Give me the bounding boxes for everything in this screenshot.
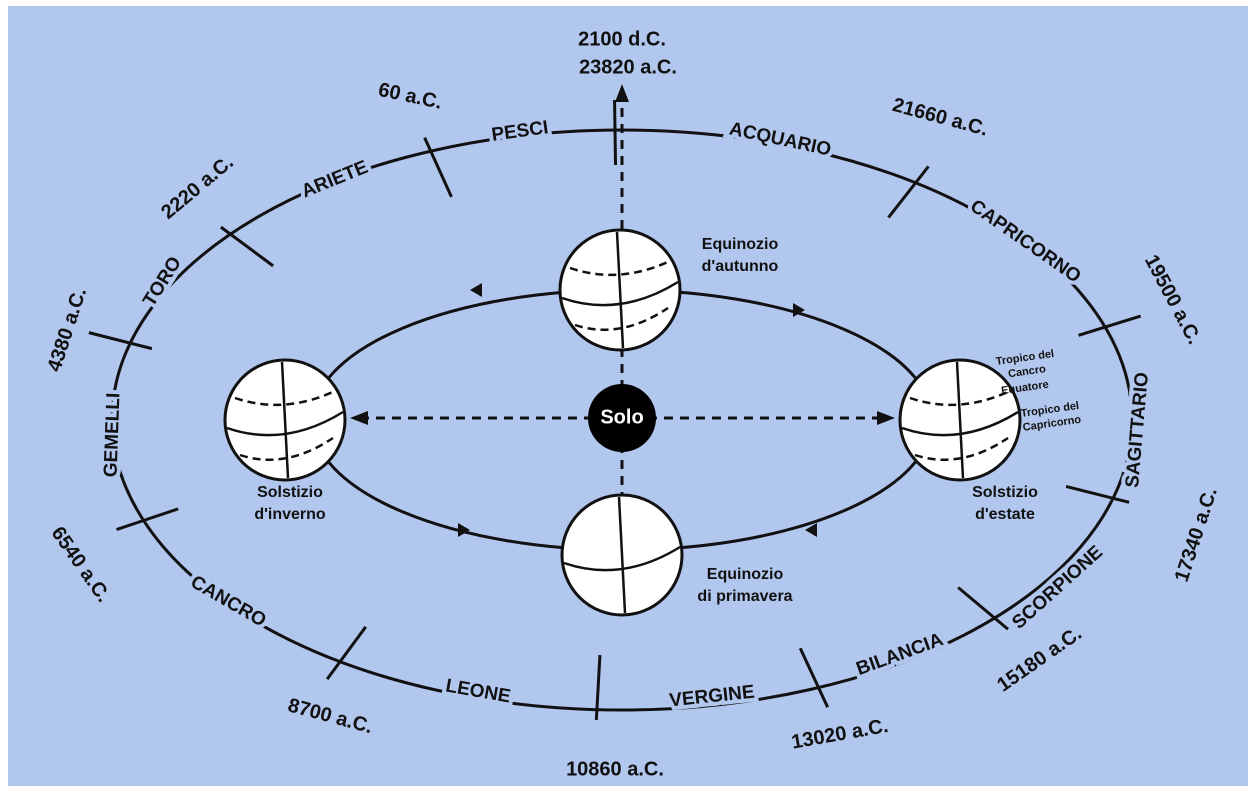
ring-tick [594,654,602,721]
orbit-arrow [458,523,470,537]
arrow-right [877,411,895,425]
earth-axis [955,361,965,479]
earth [558,228,682,352]
earth-axis [280,361,290,479]
sun [588,384,656,452]
arrow-up [615,84,629,102]
zodiac-date: 10860 a.C. [566,758,664,780]
season-label: Equinozio [707,566,784,583]
ring-tick [1065,485,1130,504]
ring-tick [88,331,153,351]
earth [223,358,347,482]
ring-tick [887,165,930,219]
arrow-left [350,411,368,425]
ring-tick [798,647,829,708]
ring-tick [325,625,367,681]
season-label: Equinozio [702,236,779,253]
earth-line-label: Cancro [1007,363,1046,380]
orbit-arrow [805,523,817,537]
ring-tick [957,586,1009,631]
arrows [350,84,895,537]
earth-line [569,258,673,277]
ring-tick [613,99,618,166]
sun-label: Solo [600,406,643,428]
ring-tick [220,225,274,268]
ring-tick [1078,314,1142,337]
earth-axis [615,231,625,349]
top-date: 23820 a.C. [579,56,677,78]
earth-line [909,388,1013,407]
season-label: d'estate [975,506,1035,523]
orbit-arrow [470,283,482,297]
orbit-arrow [793,303,805,317]
earth [898,358,1022,482]
earth-axis [617,496,627,614]
ring-tick [116,507,179,531]
season-label: d'autunno [702,258,779,275]
season-label: Solstizio [257,484,323,501]
season-label: di primavera [697,588,792,605]
ring-tick [423,137,453,198]
earth-line [234,388,338,407]
season-label: Solstizio [972,484,1038,501]
earth [560,493,684,617]
zodiac-sign: GEMELLI [101,392,125,477]
season-label: d'inverno [254,506,326,523]
top-date: 2100 d.C. [578,28,666,50]
